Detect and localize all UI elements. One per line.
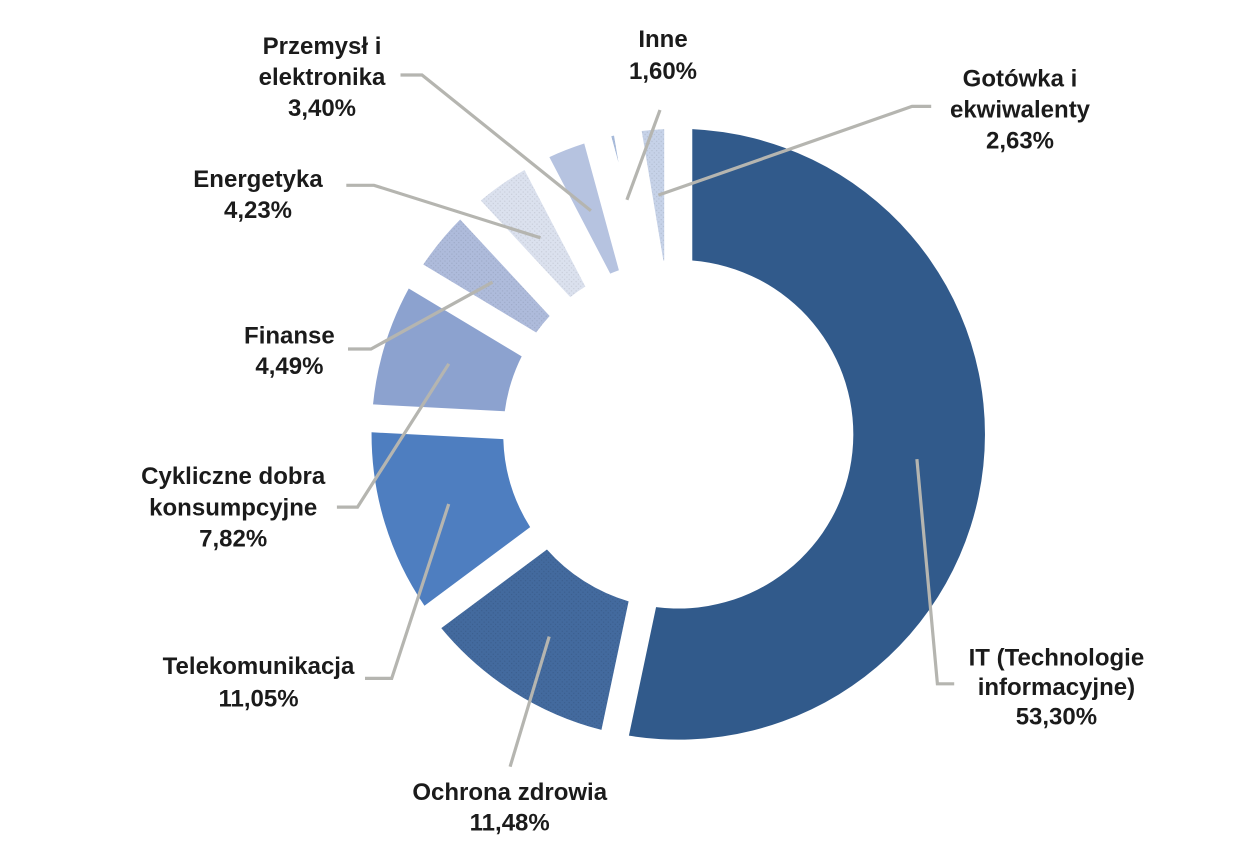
svg-text:Ochrona zdrowia: Ochrona zdrowia	[412, 779, 607, 806]
svg-text:Gotówka i: Gotówka i	[963, 66, 1078, 93]
svg-text:Telekomunikacja: Telekomunikacja	[163, 653, 355, 680]
svg-text:2,63%: 2,63%	[986, 128, 1054, 155]
svg-text:Inne: Inne	[638, 26, 687, 53]
svg-text:7,82%: 7,82%	[199, 526, 267, 553]
svg-text:1,60%: 1,60%	[629, 58, 697, 85]
svg-text:IT (Technologie: IT (Technologie	[969, 644, 1145, 671]
svg-text:Finanse: Finanse	[244, 323, 335, 350]
svg-text:53,30%: 53,30%	[1016, 703, 1097, 730]
svg-text:4,49%: 4,49%	[255, 353, 323, 380]
svg-text:konsumpcyjne: konsumpcyjne	[149, 494, 317, 521]
svg-text:4,23%: 4,23%	[224, 197, 292, 224]
svg-text:11,05%: 11,05%	[218, 686, 298, 713]
svg-text:Przemysł i: Przemysł i	[263, 33, 382, 60]
svg-text:ekwiwalenty: ekwiwalenty	[950, 97, 1091, 124]
svg-text:11,48%: 11,48%	[470, 809, 550, 836]
svg-text:Cykliczne dobra: Cykliczne dobra	[141, 463, 326, 490]
svg-text:3,40%: 3,40%	[288, 95, 356, 122]
svg-text:Energetyka: Energetyka	[193, 166, 323, 193]
svg-text:informacyjne): informacyjne)	[978, 674, 1135, 701]
svg-text:elektronika: elektronika	[259, 64, 386, 91]
